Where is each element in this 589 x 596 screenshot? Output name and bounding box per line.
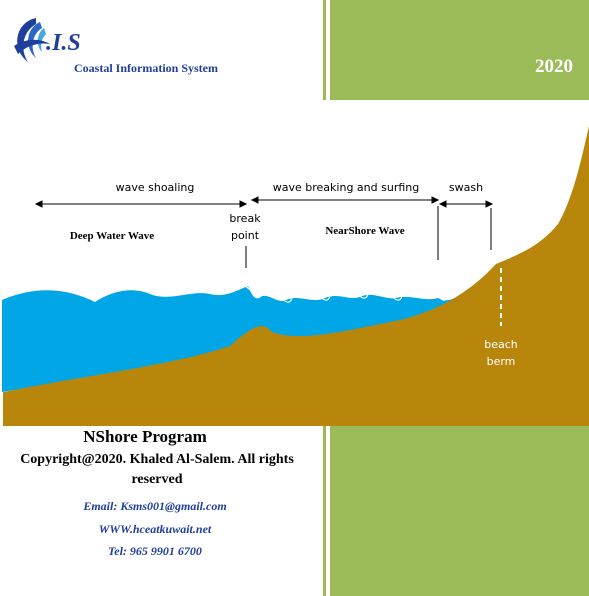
- label-wave-breaking: wave breaking and surfing: [273, 181, 419, 194]
- zone-arrows: [34, 196, 494, 268]
- label-point: point: [231, 229, 260, 242]
- copyright-text: Copyright@2020. Khaled Al-Salem. All rig…: [4, 450, 310, 490]
- water-body: [2, 266, 496, 392]
- copyright-line2: reserved: [131, 472, 183, 487]
- label-berm: berm: [487, 355, 516, 368]
- header-green-panel: [330, 0, 589, 100]
- label-beach: beach: [484, 338, 518, 351]
- label-break: break: [229, 212, 261, 225]
- wave-crests: [245, 283, 449, 303]
- copyright-line1: Copyright@2020. Khaled Al-Salem. All rig…: [20, 452, 294, 467]
- email-link[interactable]: Email: Ksms001@gmail.com: [83, 499, 227, 513]
- cis-logo-icon: .I.S: [14, 18, 81, 62]
- logo-letters: .I.S: [46, 30, 81, 56]
- footer-green-panel: [330, 424, 589, 596]
- label-swash: swash: [449, 181, 483, 194]
- website-link[interactable]: WWW.hceatkuwait.net: [98, 522, 212, 536]
- label-deep-water-wave: Deep Water Wave: [70, 230, 154, 242]
- program-title: NShore Program: [83, 427, 207, 446]
- phone-number: Tel: 965 9901 6700: [108, 544, 202, 558]
- system-name: Coastal Information System: [74, 61, 218, 75]
- label-nearshore-wave: NearShore Wave: [325, 225, 404, 237]
- header-stripe: [323, 0, 326, 100]
- year-label: 2020: [535, 56, 573, 77]
- footer-stripe: [323, 424, 326, 596]
- coastal-profile-diagram: wave shoaling wave breaking and surfing …: [2, 126, 589, 426]
- seabed: [4, 126, 589, 426]
- label-wave-shoaling: wave shoaling: [116, 181, 195, 194]
